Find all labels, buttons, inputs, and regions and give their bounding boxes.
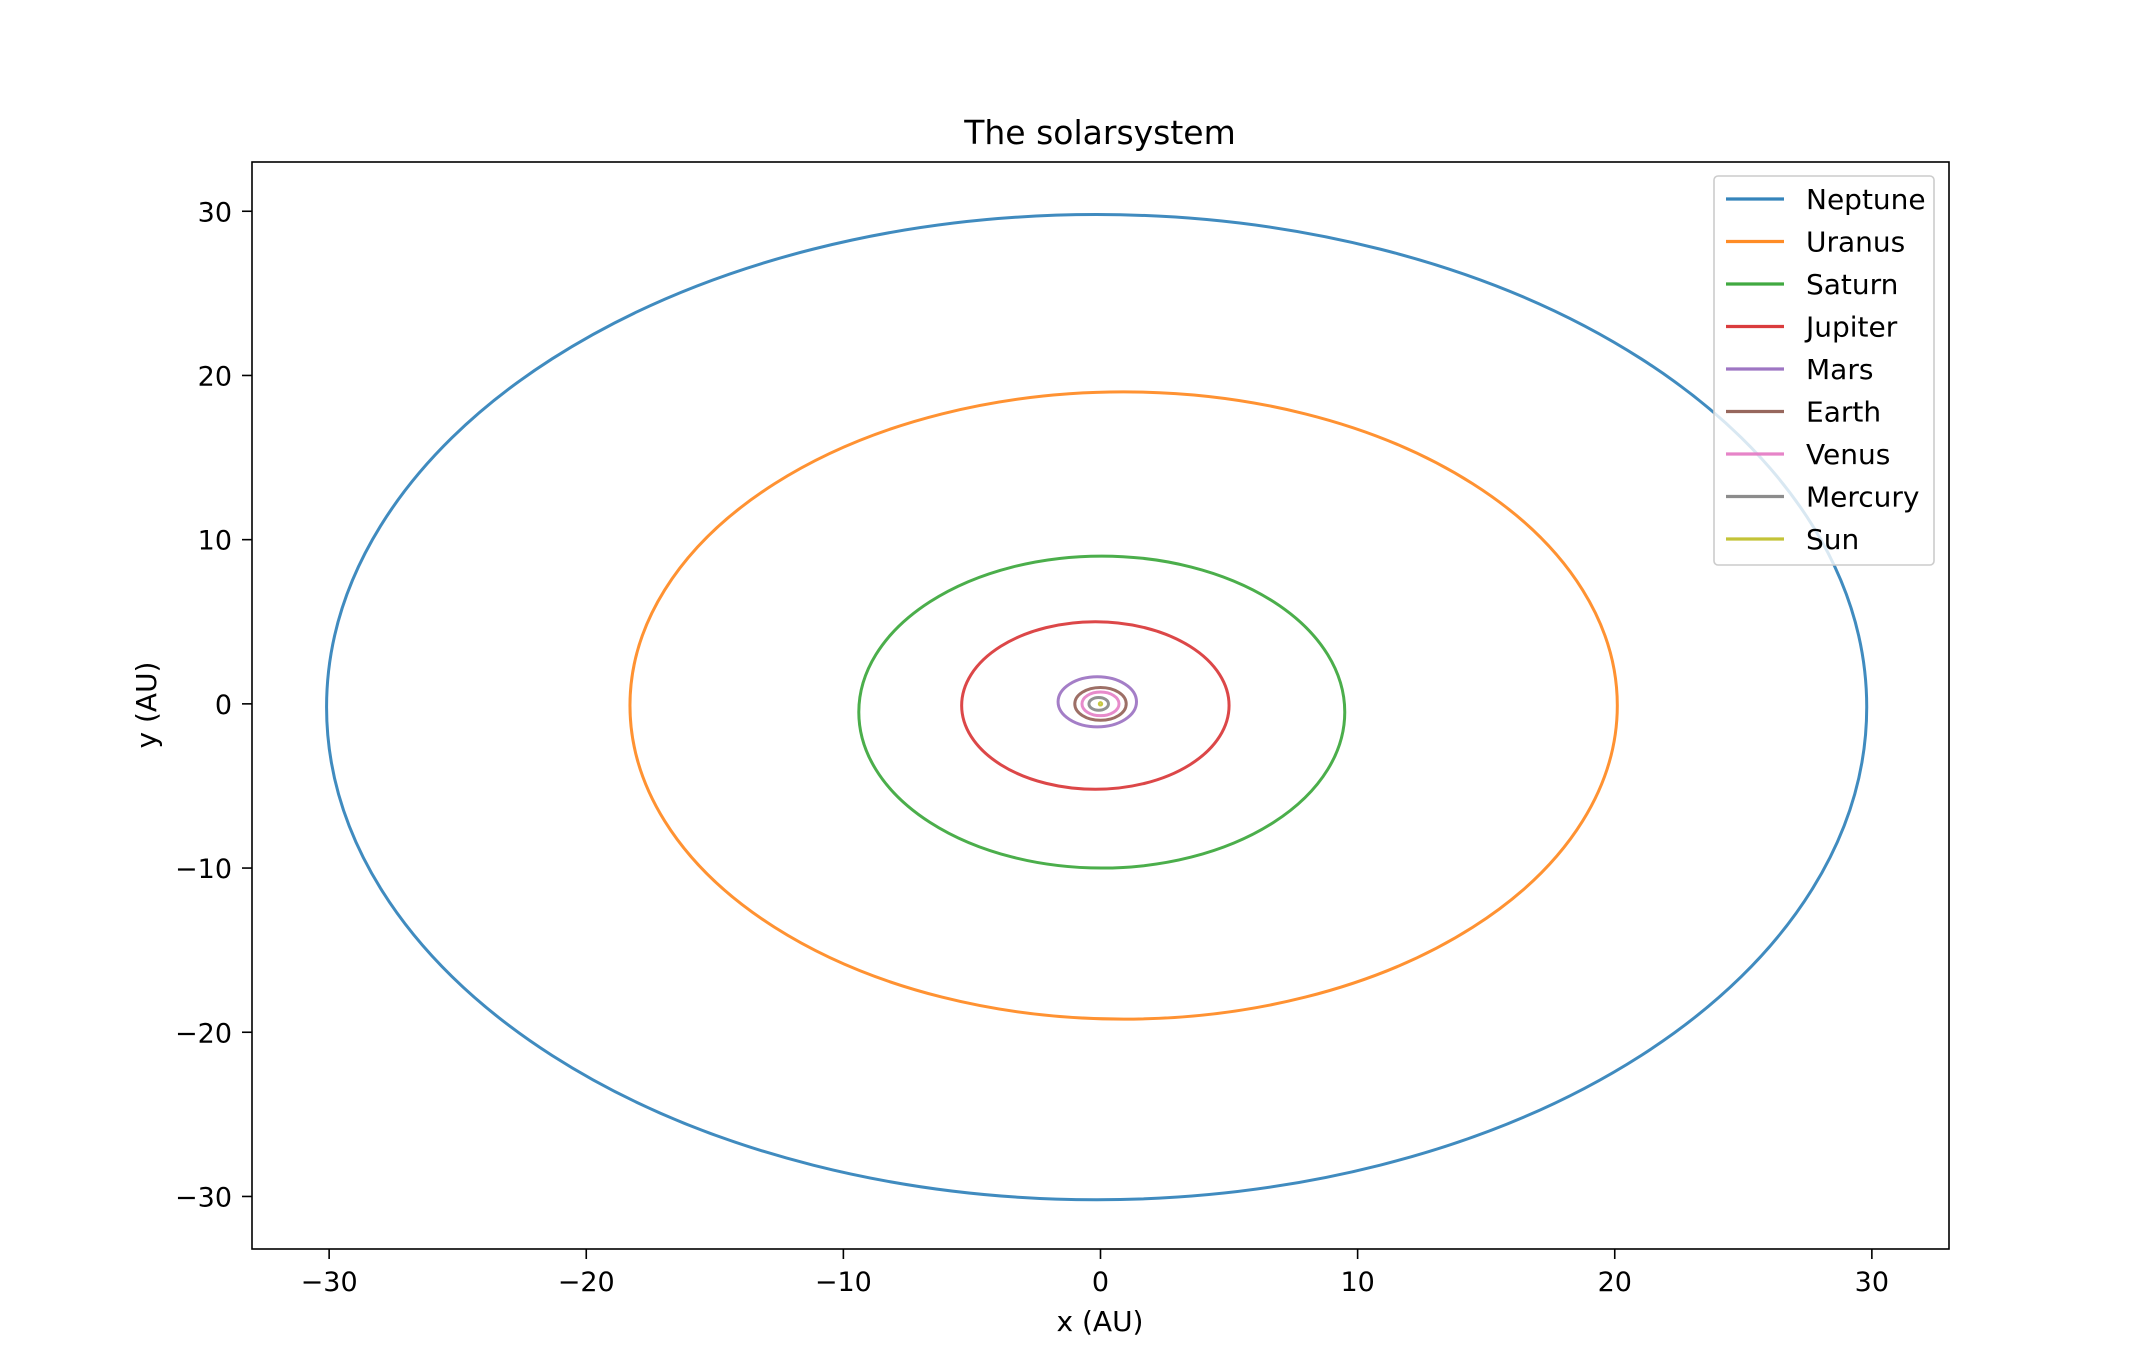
orbits-layer xyxy=(325,213,1869,1202)
legend: Neptune Uranus Saturn Jupiter Mars Earth Venus… xyxy=(1713,175,1935,566)
y-tick-label: 20 xyxy=(198,361,232,392)
y-tick-label: 0 xyxy=(215,690,232,721)
x-tick-label: 20 xyxy=(1598,1267,1632,1298)
x-tick-label: −10 xyxy=(815,1267,872,1298)
orbit-sun xyxy=(1097,701,1104,707)
legend-label-uranus: Uranus xyxy=(1806,226,1905,259)
legend-label-neptune: Neptune xyxy=(1806,183,1926,216)
x-tick-label: 30 xyxy=(1855,1267,1889,1298)
y-tick-label: −30 xyxy=(175,1182,232,1213)
orbit-neptune xyxy=(325,213,1869,1202)
y-axis-label: y (AU) xyxy=(130,662,163,749)
orbit-earth xyxy=(1073,685,1128,722)
y-tick-label: 30 xyxy=(198,197,232,228)
legend-frame xyxy=(1713,175,1935,566)
legend-label-saturn: Saturn xyxy=(1806,268,1898,301)
legend-label-jupiter: Jupiter xyxy=(1804,311,1898,344)
orbit-mercury xyxy=(1087,695,1110,712)
y-axis: −30 −20 −10 0 10 20 30 xyxy=(175,197,252,1213)
y-tick-label: −10 xyxy=(175,854,232,885)
orbit-mars xyxy=(1056,675,1138,729)
legend-label-mars: Mars xyxy=(1806,353,1873,386)
orbit-saturn xyxy=(857,554,1347,870)
chart-title: The solarsystem xyxy=(963,113,1236,152)
y-tick-label: −20 xyxy=(175,1018,232,1049)
legend-label-mercury: Mercury xyxy=(1806,481,1920,514)
x-axis: −30 −20 −10 0 10 20 30 xyxy=(301,1249,1889,1298)
orbit-venus xyxy=(1080,690,1121,718)
x-tick-label: 0 xyxy=(1092,1267,1109,1298)
legend-label-venus: Venus xyxy=(1806,438,1890,471)
x-tick-label: 10 xyxy=(1340,1267,1374,1298)
x-tick-label: −30 xyxy=(301,1267,358,1298)
legend-label-sun: Sun xyxy=(1806,523,1859,556)
orbit-uranus xyxy=(628,390,1619,1021)
x-axis-label: x (AU) xyxy=(1057,1305,1144,1338)
orbit-jupiter xyxy=(960,620,1231,791)
x-tick-label: −20 xyxy=(558,1267,615,1298)
legend-label-earth: Earth xyxy=(1806,396,1881,429)
y-tick-label: 10 xyxy=(198,526,232,557)
